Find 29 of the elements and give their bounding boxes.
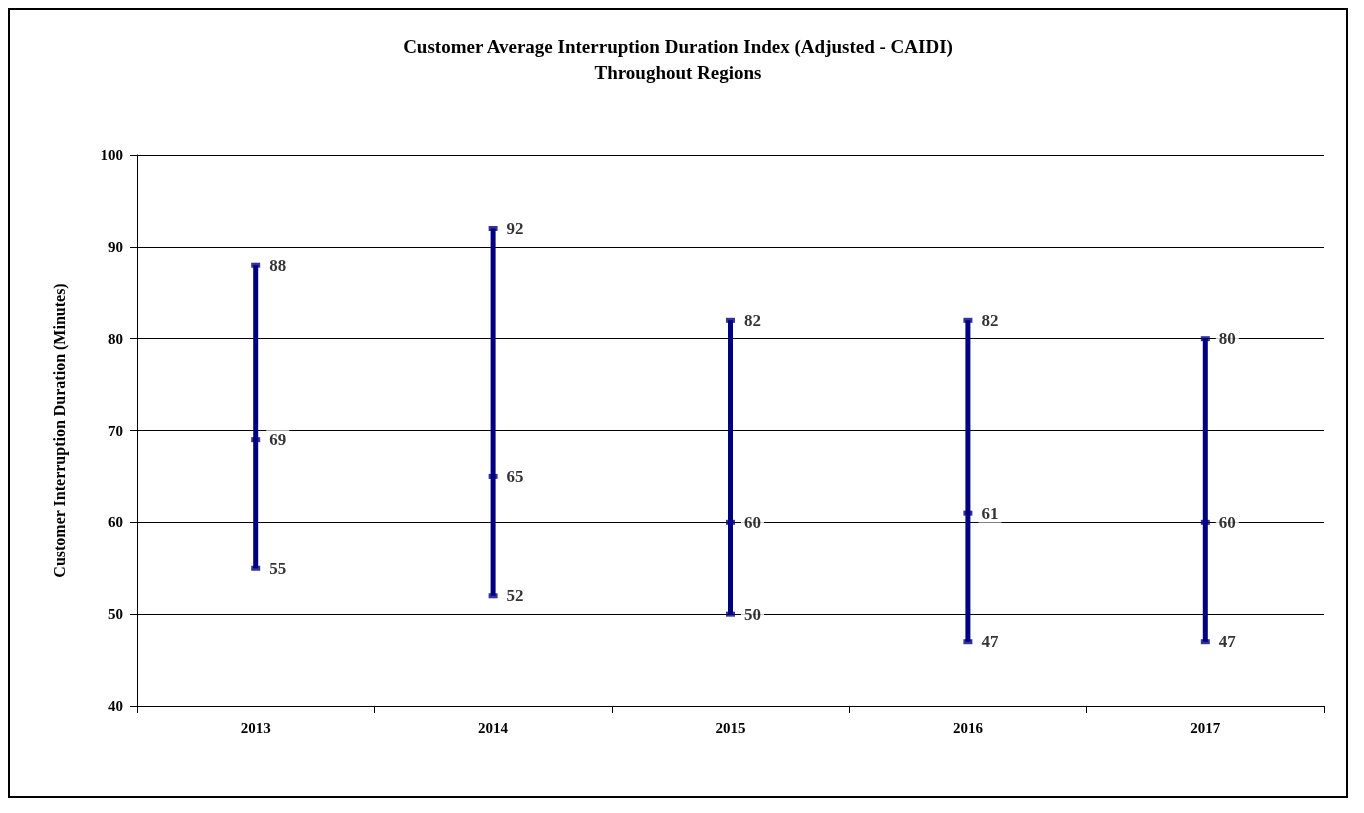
y-tick-label: 70	[108, 422, 123, 439]
y-tick-label: 60	[108, 514, 123, 531]
data-label: 82	[981, 310, 999, 330]
data-label: 47	[1218, 632, 1237, 652]
y-tick-label: 100	[100, 147, 123, 163]
data-label: 52	[506, 586, 524, 606]
y-tick-label: 90	[108, 238, 123, 255]
data-label: 80	[1218, 329, 1236, 349]
data-label: 82	[744, 310, 761, 330]
data-label: 65	[506, 466, 524, 486]
data-label: 69	[269, 430, 287, 450]
data-label: 47	[981, 632, 999, 652]
data-label: 50	[744, 604, 761, 624]
y-tick-label: 50	[108, 606, 123, 623]
x-tick-label: 2013	[240, 719, 271, 736]
x-tick-label: 2016	[952, 719, 984, 736]
data-label: 61	[981, 503, 999, 523]
data-label: 60	[1218, 512, 1236, 532]
x-tick-label: 2015	[715, 719, 746, 736]
data-label: 60	[744, 512, 761, 532]
x-tick-label: 2017	[1190, 719, 1221, 736]
data-label: 88	[269, 255, 287, 275]
chart-title: Customer Average Interruption Duration Index (Adjusted - CAIDI) Throughout Regions	[403, 35, 953, 83]
y-tick-label: 40	[108, 698, 123, 714]
data-label: 55	[269, 558, 287, 578]
data-label: 92	[506, 218, 524, 238]
y-axis-title: Customer Interruption Duration (Minutes)	[50, 283, 69, 578]
y-tick-label: 80	[108, 330, 123, 347]
x-tick-label: 2014	[478, 719, 509, 736]
